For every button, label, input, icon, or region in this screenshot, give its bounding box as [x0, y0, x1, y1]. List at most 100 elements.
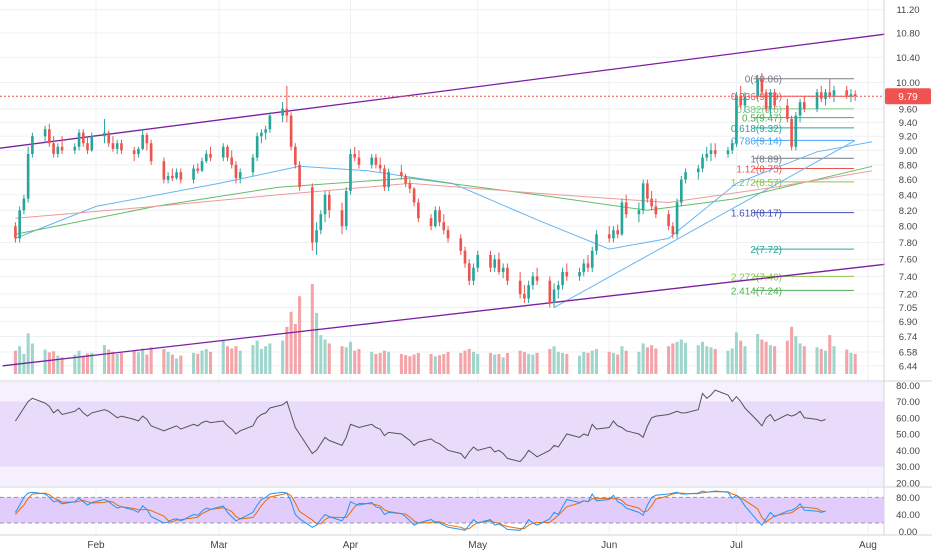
price-tick-label: 6.90 — [899, 317, 918, 328]
price-tick-label: 6.58 — [899, 347, 918, 358]
candle-body — [73, 146, 77, 151]
candle-body — [226, 146, 229, 158]
volume-bar — [370, 351, 374, 374]
candle-body — [535, 276, 539, 281]
volume-bar — [607, 351, 611, 374]
volume-bar — [251, 345, 255, 374]
candle-body — [523, 294, 526, 299]
volume-bar — [73, 354, 77, 374]
volume-bar — [323, 339, 327, 374]
volume-bar — [773, 346, 777, 374]
candle-body — [132, 150, 136, 154]
volume-bar — [115, 354, 119, 374]
candle-body — [26, 153, 30, 199]
fib-level-label: 0.786(9.14) — [731, 136, 782, 147]
volume-bar — [849, 352, 853, 374]
candle-body — [709, 150, 713, 154]
candle-body — [556, 285, 560, 290]
candle-body — [590, 250, 594, 268]
fib-trend-line — [553, 139, 856, 308]
volume-bar — [416, 352, 420, 374]
candle-body — [255, 136, 259, 158]
price-tick-label: 6.74 — [899, 332, 918, 343]
volume-bar — [136, 352, 140, 374]
volume-bar — [641, 343, 645, 374]
price-tick-label: 10.80 — [896, 29, 920, 40]
candle-body — [472, 267, 475, 281]
volume-bar — [90, 352, 94, 374]
rsi-band — [0, 382, 884, 486]
price-tick-label: 7.80 — [899, 238, 918, 249]
candle-body — [679, 179, 683, 203]
volume-bar — [552, 346, 556, 374]
price-tick-label: 9.60 — [899, 104, 918, 115]
candle-body — [60, 146, 64, 151]
candle-body — [90, 136, 94, 151]
volume-bar — [709, 347, 713, 374]
volume-bar — [382, 350, 386, 374]
candle-body — [760, 79, 764, 93]
volume-bar — [650, 345, 654, 374]
volume-bar — [196, 354, 200, 374]
volume-bar — [611, 352, 615, 374]
volume-bar — [264, 346, 268, 374]
volume-bar — [310, 284, 314, 374]
volume-bar — [790, 326, 794, 374]
candle-body — [238, 172, 242, 179]
stoch-tick-label: 40.00 — [896, 510, 920, 521]
candle-body — [370, 157, 374, 165]
volume-bar — [785, 340, 789, 374]
candle-body — [650, 198, 653, 207]
rsi-tick-label: 50.00 — [896, 430, 920, 441]
candle-body — [196, 168, 200, 171]
candle-body — [315, 230, 318, 243]
rsi-tick-label: 80.00 — [896, 381, 920, 392]
candle-body — [794, 115, 798, 147]
candle-body — [667, 214, 670, 227]
candle-body — [22, 198, 26, 211]
volume-bar — [18, 346, 22, 374]
candle-body — [446, 230, 450, 239]
price-tick-label: 8.80 — [899, 160, 918, 171]
volume-bar — [577, 355, 582, 374]
volume-bar — [353, 350, 357, 374]
candle-body — [192, 168, 195, 180]
price-tick-label: 7.20 — [899, 290, 918, 301]
volume-bar — [522, 351, 526, 374]
volume-bar — [734, 332, 738, 374]
candle-body — [141, 134, 144, 149]
volume-bar — [853, 354, 857, 374]
candle-body — [442, 222, 446, 231]
volume-bar — [141, 348, 145, 374]
volume-bar — [535, 352, 539, 374]
candle-body — [319, 214, 323, 231]
candle-body — [234, 164, 238, 179]
candle-body — [404, 175, 407, 184]
candle-body — [527, 285, 530, 299]
channel-lower-line — [2, 263, 885, 367]
candle-body — [764, 92, 768, 109]
candle-body — [48, 129, 51, 144]
volume-bar — [81, 355, 85, 374]
volume-bar — [730, 348, 734, 374]
volume-bar — [446, 351, 450, 374]
volume-bar — [408, 356, 412, 374]
candle-body — [561, 272, 564, 286]
candle-body — [463, 250, 467, 264]
candle-body — [400, 172, 403, 176]
volume-bar — [268, 343, 272, 374]
candle-body — [713, 150, 717, 154]
candle-body — [646, 183, 649, 199]
volume-bar — [255, 340, 259, 374]
x-tick-label: Aug — [859, 540, 877, 550]
volume-bar — [433, 356, 437, 374]
candle-body — [637, 210, 641, 215]
candle-body — [374, 157, 378, 165]
current-price-line: 9.79 — [0, 88, 931, 105]
fib-level-label: 0.382(9.6) — [736, 105, 782, 116]
candle-body — [264, 129, 267, 133]
candle-body — [310, 187, 314, 243]
volume-bar — [768, 345, 772, 374]
candle-body — [675, 202, 679, 235]
